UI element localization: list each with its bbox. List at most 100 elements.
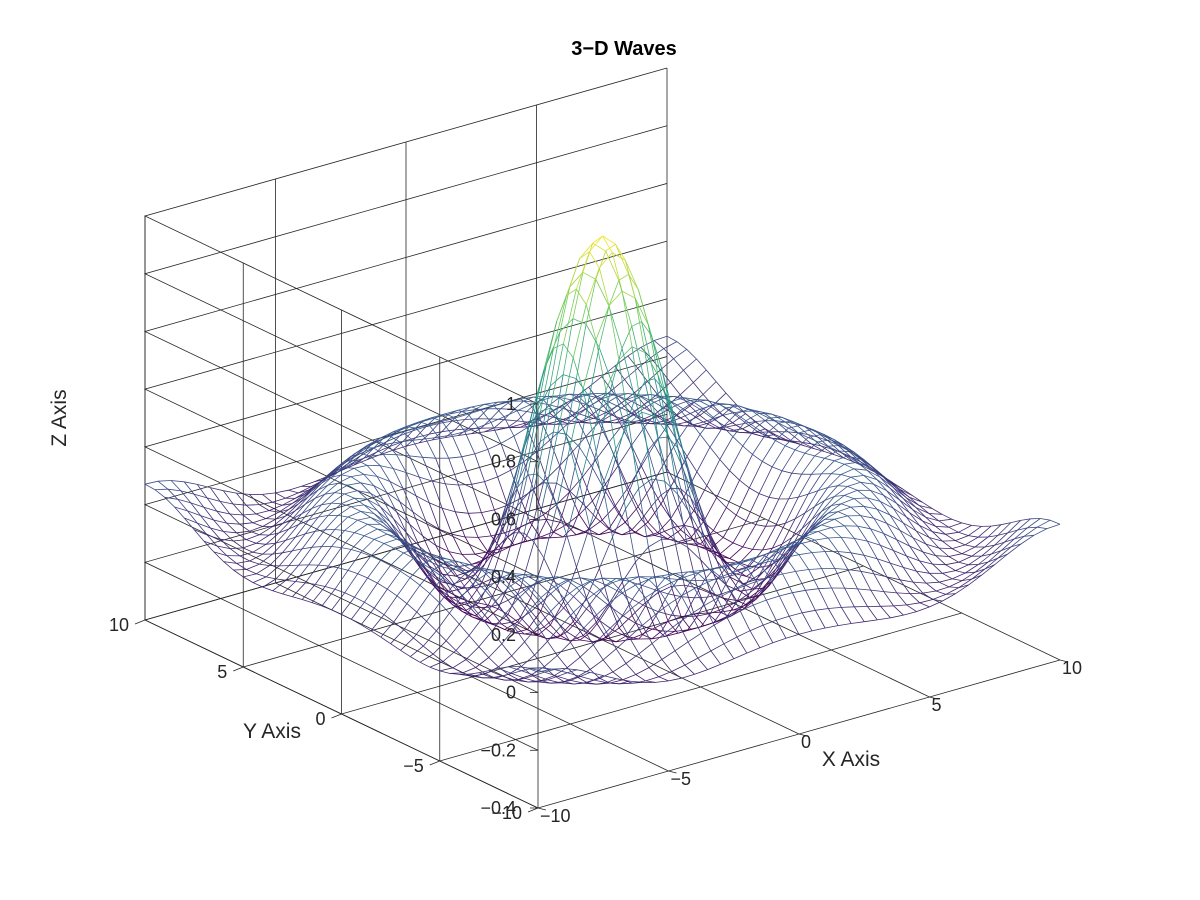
- mesh-line: [475, 667, 486, 675]
- mesh-line: [765, 434, 776, 441]
- mesh-line: [454, 417, 466, 432]
- mesh-line: [562, 416, 577, 429]
- mesh-line: [324, 492, 335, 495]
- mesh-line: [484, 550, 496, 565]
- mesh-line: [318, 484, 329, 491]
- mesh-line: [768, 416, 782, 419]
- mesh-line: [850, 552, 862, 572]
- mesh-line: [635, 562, 646, 603]
- mesh-line: [403, 552, 414, 559]
- mesh-line: [331, 502, 342, 505]
- mesh-line: [399, 501, 411, 525]
- mesh-line: [945, 593, 956, 595]
- mesh-line: [798, 552, 812, 556]
- mesh-line: [438, 528, 450, 552]
- mesh-line: [605, 359, 620, 391]
- mesh-line: [958, 555, 972, 563]
- mesh-line: [242, 542, 257, 549]
- mesh-line: [406, 426, 417, 429]
- mesh-line: [321, 502, 332, 506]
- mesh-line: [465, 573, 476, 582]
- mesh-line: [206, 497, 221, 502]
- mesh-line: [442, 661, 454, 669]
- mesh-line: [807, 434, 818, 438]
- mesh-line: [628, 636, 640, 655]
- mesh-line: [670, 397, 684, 403]
- mesh-line: [334, 588, 345, 594]
- mesh-line: [619, 619, 630, 638]
- mesh-line: [249, 553, 263, 562]
- mesh-line: [612, 671, 624, 681]
- mesh-line: [755, 420, 766, 422]
- mesh-line: [164, 497, 175, 508]
- mesh-line: [216, 510, 228, 524]
- mesh-line: [452, 569, 466, 589]
- mesh-line: [288, 485, 302, 491]
- mesh-line: [278, 503, 293, 513]
- mesh-line: [255, 534, 270, 544]
- mesh-line: [422, 563, 434, 571]
- mesh-line: [409, 577, 421, 586]
- mesh-line: [439, 585, 454, 604]
- mesh-line: [455, 650, 467, 660]
- mesh-line: [441, 420, 453, 432]
- mesh-line: [252, 551, 263, 555]
- mesh-line: [755, 417, 770, 429]
- mesh-line: [729, 546, 744, 559]
- mesh-line: [670, 411, 682, 464]
- mesh-line: [586, 589, 600, 600]
- mesh-line: [367, 577, 378, 584]
- mesh-line: [389, 521, 404, 538]
- chart-title: 3−D Waves: [571, 38, 676, 60]
- mesh-line: [462, 595, 473, 607]
- mesh-line: [230, 547, 244, 549]
- mesh-line: [543, 557, 555, 580]
- mesh-line: [513, 409, 527, 412]
- mesh-line: [562, 534, 577, 538]
- mesh-line: [654, 378, 669, 438]
- mesh-line: [690, 497, 701, 514]
- y-tick-label: −5: [403, 756, 424, 776]
- mesh-line: [906, 516, 920, 526]
- mesh-line: [560, 621, 574, 636]
- mesh-line: [857, 525, 868, 542]
- mesh-line: [331, 530, 345, 547]
- mesh-line: [801, 519, 812, 530]
- mesh-line: [905, 516, 917, 532]
- mesh-line: [415, 424, 430, 429]
- mesh-line: [674, 417, 685, 455]
- mesh-line: [640, 419, 652, 425]
- mesh-line: [572, 318, 587, 325]
- mesh-line: [341, 547, 352, 550]
- mesh-line: [664, 573, 675, 579]
- mesh-line: [866, 497, 878, 510]
- mesh-line: [585, 422, 600, 437]
- mesh-line: [605, 578, 617, 586]
- mesh-line: [804, 452, 815, 457]
- mesh-line: [687, 543, 698, 547]
- mesh-line: [589, 580, 600, 590]
- mesh-line: [628, 411, 643, 424]
- mesh-line: [654, 416, 666, 482]
- mesh-line: [543, 504, 557, 516]
- mesh-line: [536, 537, 551, 540]
- mesh-line: [608, 305, 620, 360]
- mesh-line: [761, 440, 776, 462]
- mesh-line: [690, 537, 701, 545]
- mesh-line: [621, 290, 636, 299]
- mesh-line: [500, 400, 511, 410]
- mesh-line: [834, 515, 848, 520]
- mesh-line: [645, 676, 659, 682]
- mesh-line: [494, 401, 508, 407]
- mesh-line: [729, 404, 740, 407]
- mesh-line: [491, 539, 505, 580]
- mesh-line: [419, 549, 434, 564]
- mesh-line: [588, 376, 603, 388]
- mesh-line: [252, 522, 263, 527]
- mesh-line: [242, 514, 254, 524]
- mesh-line: [216, 545, 228, 556]
- mesh-line: [471, 484, 482, 513]
- mesh-line: [554, 668, 565, 670]
- mesh-line: [458, 606, 473, 625]
- mesh-line: [896, 592, 907, 606]
